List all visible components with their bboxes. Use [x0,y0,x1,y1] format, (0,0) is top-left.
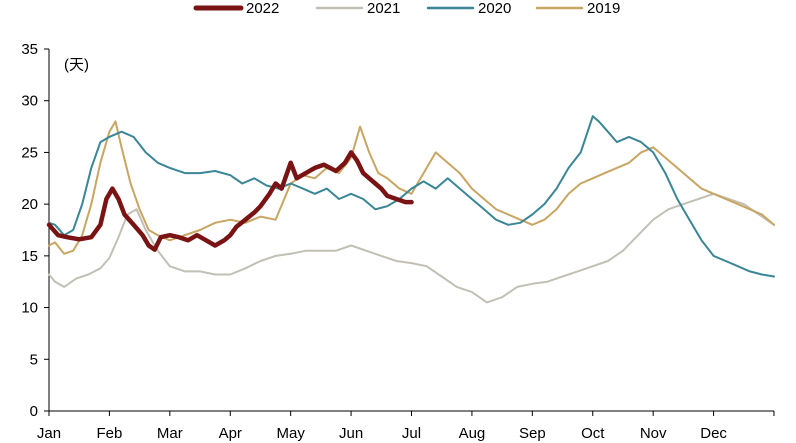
x-tick-label-dec: Dec [700,425,727,442]
x-tick-label-sep: Sep [519,425,546,442]
x-tick-label-mar: Mar [157,425,183,442]
x-axis-ticks: Jan Feb Mar Apr May Jun Jul Aug Sep Oct Nov Dec [37,411,775,442]
legend-label-2022: 2022 [246,0,279,17]
x-tick-label-aug: Aug [459,425,486,442]
y-tick-label: 0 [30,403,38,420]
x-tick-label-may: May [276,425,305,442]
x-tick-label-jan: Jan [37,425,61,442]
y-tick-label: 35 [21,41,38,58]
x-tick-label-apr: Apr [219,425,242,442]
series-layer [46,115,775,304]
x-tick-label-nov: Nov [640,425,667,442]
y-tick-label: 25 [21,144,38,161]
series-line-2020 [48,115,775,278]
y-tick-label: 20 [21,196,38,213]
y-tick-label: 10 [21,300,38,317]
legend: 2022 2021 2020 2019 [193,0,620,17]
plot-area: 0 5 10 15 20 25 30 35 Jan Feb Mar Apr May Jun Jul Aug S… [21,41,775,442]
series-line-2021 [48,192,775,304]
legend-label-2019: 2019 [587,0,620,17]
series-line-2019 [48,120,775,255]
series-line-2022 [46,150,414,252]
y-axis-ticks: 0 5 10 15 20 25 30 35 [21,41,49,420]
y-tick-label: 30 [21,93,38,110]
x-tick-label-feb: Feb [96,425,122,442]
y-tick-label: 15 [21,248,38,265]
x-tick-label-jul: Jul [402,425,421,442]
x-tick-label-oct: Oct [581,425,605,442]
x-tick-label-jun: Jun [339,425,363,442]
legend-label-2021: 2021 [367,0,400,17]
y-tick-label: 5 [30,351,38,368]
unit-label: (天) [64,57,89,74]
legend-label-2020: 2020 [478,0,511,17]
